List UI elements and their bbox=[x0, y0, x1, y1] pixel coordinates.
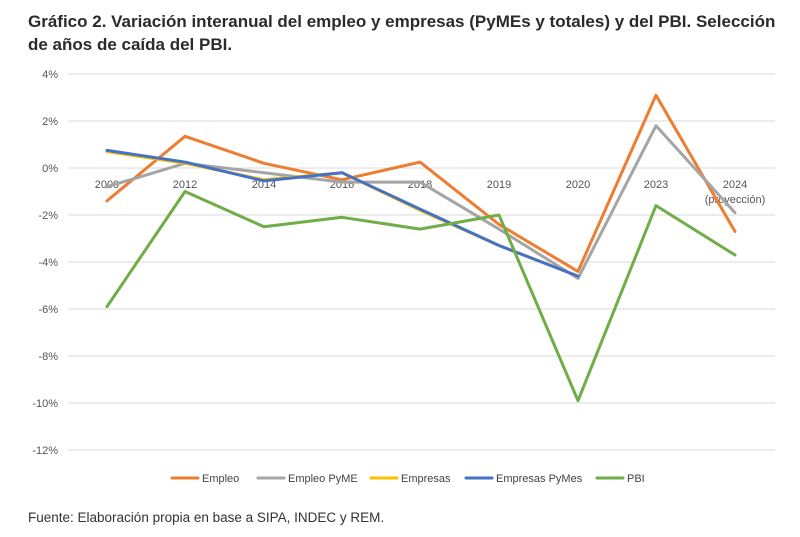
legend-label: Empleo bbox=[202, 473, 239, 485]
y-tick-label: 0% bbox=[42, 163, 58, 175]
y-tick-label: -12% bbox=[32, 445, 58, 457]
series-line-empresas bbox=[105, 150, 580, 278]
x-tick-label: 2020 bbox=[566, 179, 590, 191]
y-tick-label: 4% bbox=[42, 69, 58, 81]
y-tick-label: -4% bbox=[38, 257, 58, 269]
legend-label: PBI bbox=[627, 473, 645, 485]
y-tick-label: -6% bbox=[38, 304, 58, 316]
x-tick-label: 2009 bbox=[95, 179, 119, 191]
legend: Empleo Empleo PyME Empresas Empresas PyMes P… bbox=[170, 473, 645, 485]
legend-label: Empresas bbox=[401, 473, 451, 485]
x-tick-label: 2012 bbox=[173, 179, 197, 191]
y-tick-label: 2% bbox=[42, 116, 58, 128]
x-tick-label: 2023 bbox=[644, 179, 668, 191]
gridlines bbox=[68, 73, 775, 451]
series-line-pbi bbox=[105, 190, 737, 403]
x-axis-ticks: 2009 2012 2014 2016 2018 2019 2020 2023 2024(pro… bbox=[95, 179, 766, 206]
y-tick-label: -10% bbox=[32, 398, 58, 410]
x-tick-label: 2014 bbox=[252, 179, 276, 191]
legend-label: Empresas PyMes bbox=[496, 473, 583, 485]
y-tick-label: -2% bbox=[38, 210, 58, 222]
series-lines bbox=[105, 93, 737, 403]
legend-label: Empleo PyME bbox=[288, 473, 358, 485]
series-line-empleo bbox=[105, 93, 737, 273]
y-axis-ticks: 4% 2% 0% -2% -4% -6% -8% -10% -12% bbox=[32, 69, 58, 457]
x-tick-label: 2024 bbox=[723, 179, 747, 191]
source-note: Fuente: Elaboración propia en base a SIP… bbox=[28, 510, 385, 525]
chart-title: Gráfico 2. Variación interanual del empl… bbox=[28, 12, 776, 54]
series-line-empleo-pyme bbox=[105, 124, 737, 280]
y-tick-label: -8% bbox=[38, 351, 58, 363]
x-tick-label: 2019 bbox=[487, 179, 511, 191]
series-line-empresas-pymes bbox=[105, 148, 580, 278]
